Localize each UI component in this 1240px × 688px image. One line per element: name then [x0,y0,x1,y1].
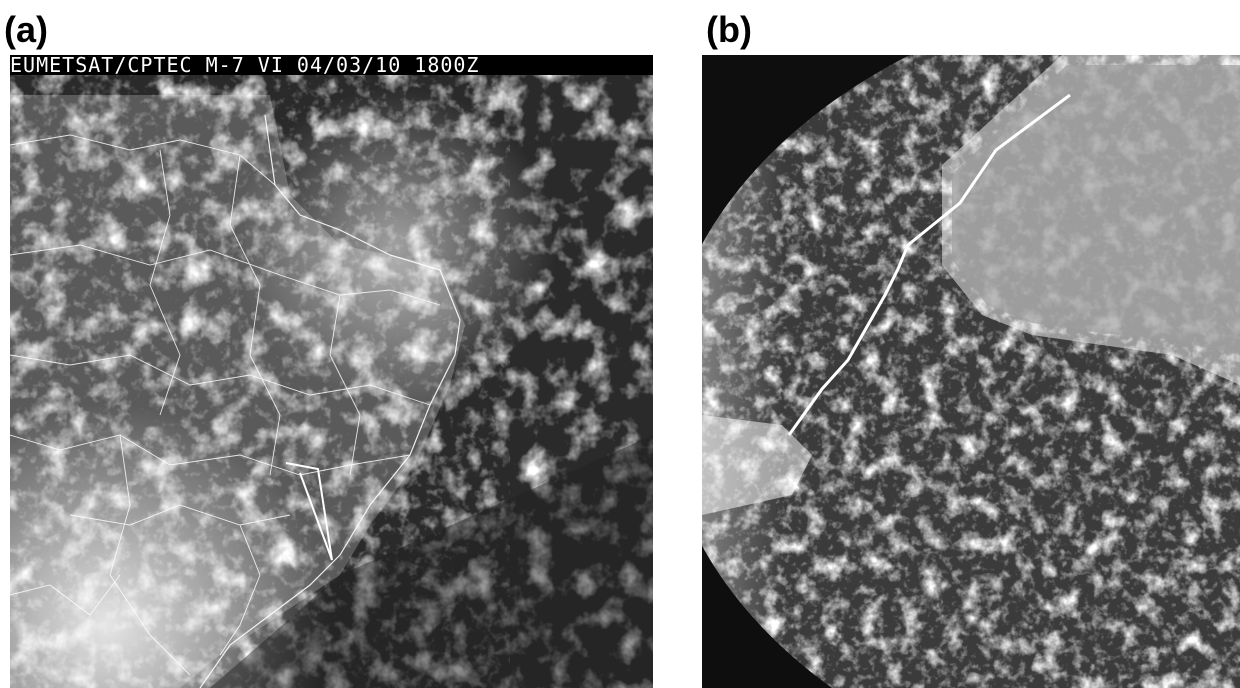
satellite-image-a-graphic [10,55,653,688]
panel-b-label: (b) [706,9,752,50]
satellite-header-text: EUMETSAT/CPTEC M-7 VI 04/03/10 1800Z [10,55,653,75]
panel-a-label: (a) [4,9,48,50]
satellite-image-b-graphic [702,55,1240,688]
satellite-image-b [702,55,1240,688]
satellite-image-a [10,55,653,688]
